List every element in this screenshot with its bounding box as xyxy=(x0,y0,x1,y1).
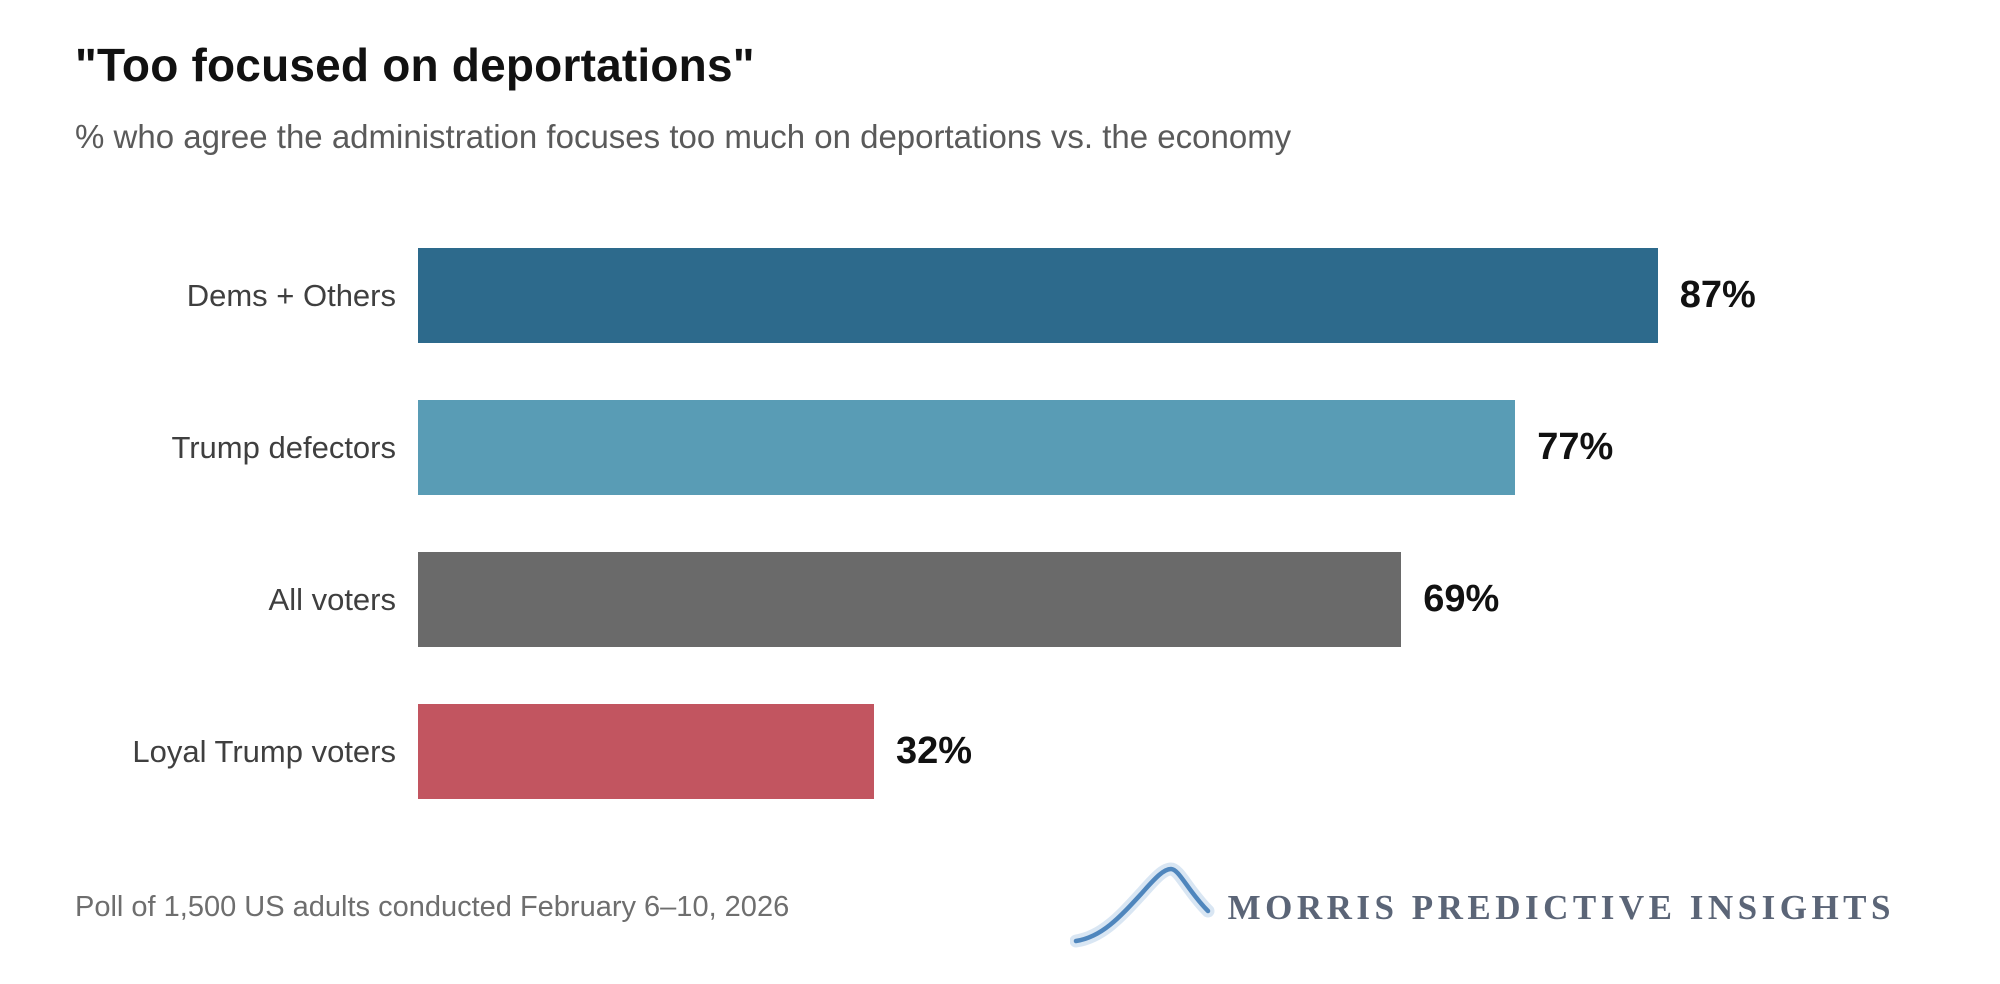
category-label: All voters xyxy=(268,581,396,617)
curve-logo-icon xyxy=(1069,862,1215,948)
morris-predictive-insights-logo: MORRIS PREDICTIVE INSIGHTS xyxy=(1069,855,1895,960)
bar-dems-others xyxy=(418,248,1658,343)
chart-title: "Too focused on deportations" xyxy=(75,39,755,91)
chart-subtitle: % who agree the administration focuses t… xyxy=(75,118,1292,155)
value-label: 87% xyxy=(1679,274,1756,316)
value-label: 77% xyxy=(1537,426,1614,468)
bar-track: 32% xyxy=(418,704,2000,799)
value-label: 69% xyxy=(1423,578,1500,620)
bar-row-all-voters: All voters 69% xyxy=(75,552,2000,647)
bar-row-dems-others: Dems + Others 87% xyxy=(75,248,2000,343)
source-note: Poll of 1,500 US adults conducted Februa… xyxy=(75,891,790,923)
category-label: Trump defectors xyxy=(171,429,396,465)
bar-all-voters xyxy=(418,552,1402,647)
logo-wordmark: MORRIS PREDICTIVE INSIGHTS xyxy=(1227,887,1895,927)
bar-row-trump-defectors: Trump defectors 77% xyxy=(75,400,2000,495)
bar-row-loyal-trump-voters: Loyal Trump voters 32% xyxy=(75,704,2000,799)
bar-chart: Dems + Others 87% Trump defectors 77% Al… xyxy=(75,248,2000,799)
category-label: Dems + Others xyxy=(186,277,396,313)
category-label: Loyal Trump voters xyxy=(132,733,396,769)
bar-loyal-trump-voters xyxy=(418,704,874,799)
bar-track: 77% xyxy=(418,400,2000,495)
value-label: 32% xyxy=(896,730,973,772)
bar-track: 87% xyxy=(418,248,2000,343)
chart-footer: Poll of 1,500 US adults conducted Februa… xyxy=(75,855,1895,960)
bar-track: 69% xyxy=(418,552,2000,647)
bar-trump-defectors xyxy=(418,400,1516,495)
